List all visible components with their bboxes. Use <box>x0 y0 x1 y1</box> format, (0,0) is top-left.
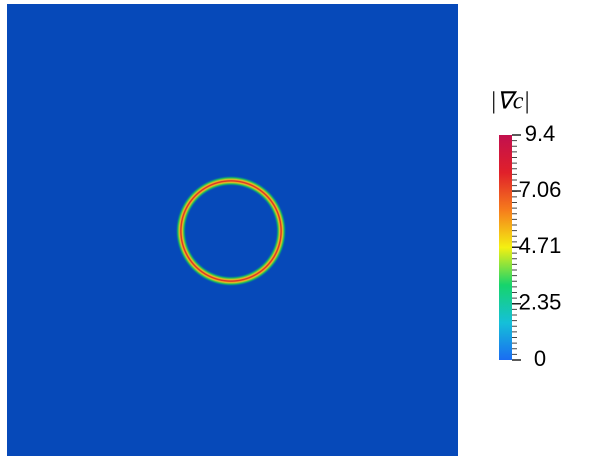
tick-label: 7.06 <box>519 177 562 202</box>
tick-label: 4.71 <box>519 233 562 258</box>
colorbar-title: |∇c| <box>490 89 530 115</box>
colorbar <box>499 135 512 360</box>
tick-label: 0 <box>534 346 546 371</box>
interface-ring <box>175 175 287 287</box>
tick-label: 9.4 <box>525 121 556 146</box>
colorbar-ticks: 0 2.35 4.71 7.06 9.4 <box>512 121 561 371</box>
tick-label: 2.35 <box>519 290 562 315</box>
